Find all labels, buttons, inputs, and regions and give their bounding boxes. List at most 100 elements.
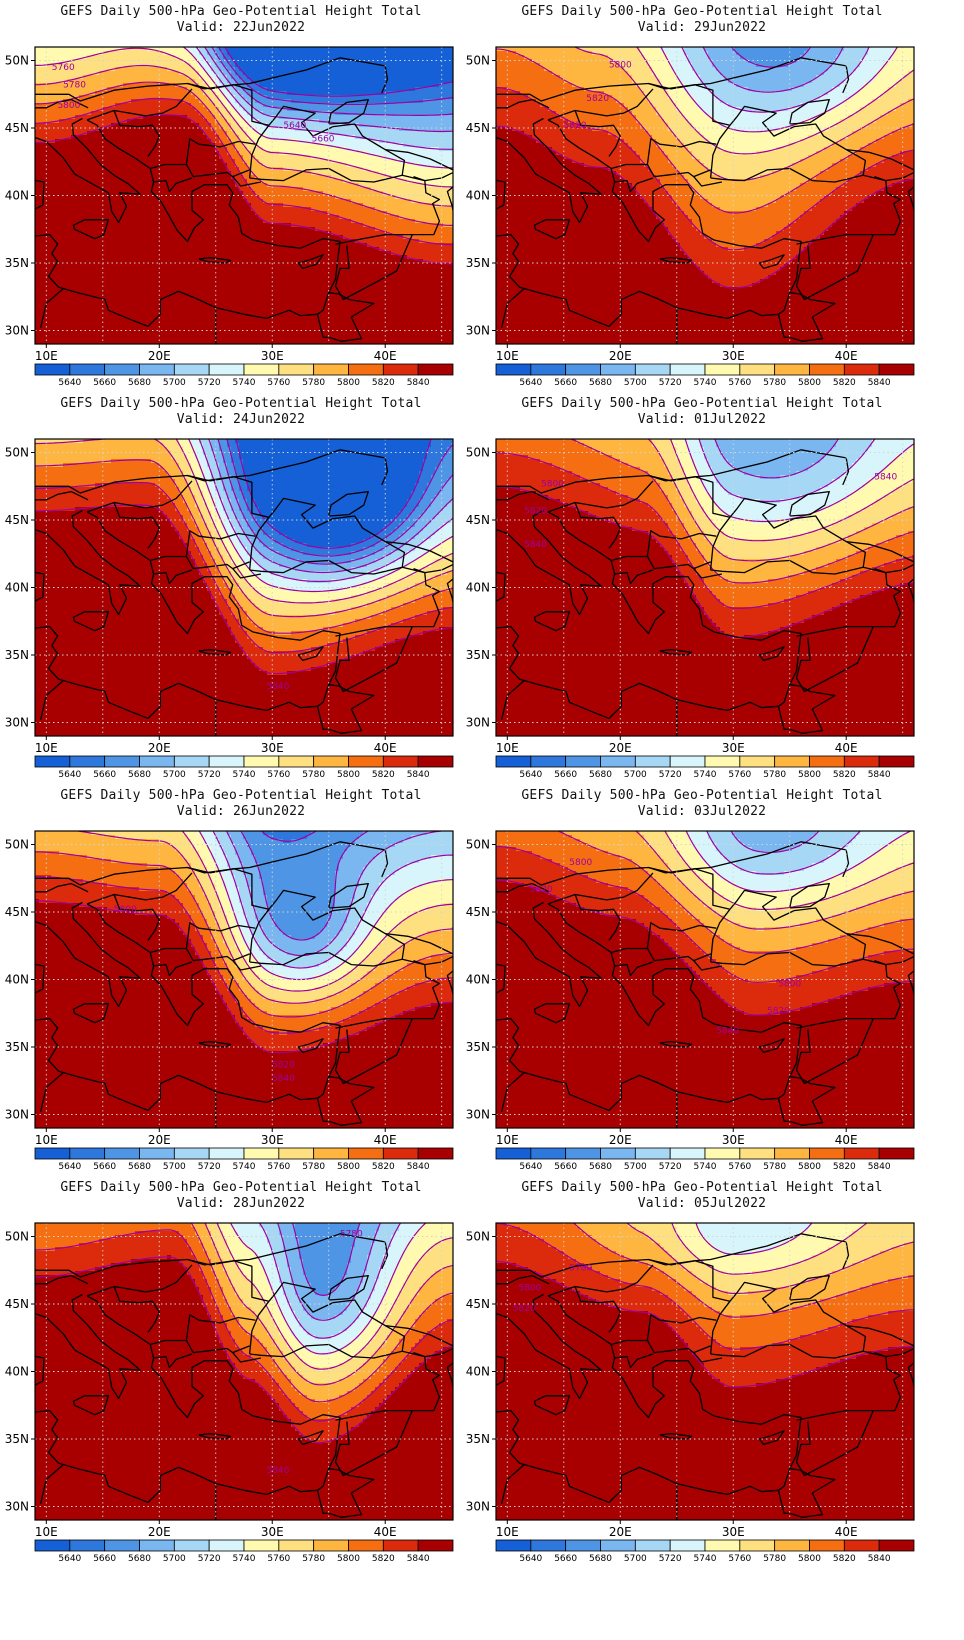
colorbar-label: 5660 (554, 378, 577, 388)
contour-label: 5840 (716, 1027, 739, 1037)
y-tick-label: 45N (466, 513, 490, 527)
colorbar: 5640 5660 5680 5700 5720 5740 5760 5780 5800 5820… (495, 1539, 915, 1564)
y-tick-label: 40N (466, 581, 490, 595)
colorbar-label: 5820 (833, 1162, 856, 1172)
y-tick-label: 40N (466, 1365, 490, 1379)
colorbar-label: 5760 (728, 378, 751, 388)
graticule (496, 439, 914, 736)
x-tick-label: 20E (609, 1525, 632, 1539)
panel-valid-date: Valid: 29Jun2022 (637, 20, 767, 35)
y-tick-label: 30N (466, 1500, 490, 1514)
colorbar-label: 5840 (407, 770, 430, 780)
x-tick-label: 40E (374, 1133, 397, 1147)
x-tick-label: 20E (609, 1133, 632, 1147)
colorbar-swatch (313, 755, 349, 768)
colorbar-swatch (382, 755, 419, 768)
colorbar-swatch (634, 363, 671, 376)
colorbar-label: 5640 (519, 378, 542, 388)
coastlines (496, 57, 914, 344)
y-tick-label: 30N (5, 716, 29, 730)
contour-label: 5800 (778, 979, 801, 989)
colorbar-swatch (600, 1539, 636, 1552)
colorbar-swatch (843, 363, 880, 376)
colorbar-swatch (243, 1539, 280, 1552)
colorbar-label: 5720 (198, 770, 221, 780)
colorbar-swatch (34, 1147, 71, 1160)
colorbar-swatch (809, 1539, 845, 1552)
panel-title: GEFS Daily 500-hPa Geo-Potential Height … (60, 4, 422, 19)
colorbar-swatch (104, 755, 140, 768)
colorbar-label: 5760 (267, 770, 290, 780)
colorbar-swatch (878, 1539, 915, 1552)
colorbar-label: 5660 (93, 378, 116, 388)
x-tick-label: 10E (35, 349, 58, 363)
colorbar-swatch (34, 1539, 71, 1552)
y-tick-label: 40N (5, 189, 29, 203)
colorbar-label: 5660 (554, 770, 577, 780)
colorbar-swatch (104, 1147, 140, 1160)
colorbar-swatch (382, 363, 419, 376)
colorbar-label: 5780 (302, 1554, 325, 1564)
colorbar-swatch (348, 363, 384, 376)
colorbar-swatch (208, 1539, 245, 1552)
x-tick-label: 30E (722, 1525, 745, 1539)
colorbar-label: 5720 (659, 378, 682, 388)
x-tick-label: 20E (148, 1525, 171, 1539)
colorbar-swatch (173, 363, 210, 376)
contour-label: 5820 (586, 94, 609, 104)
contour-label: 5820 (513, 1304, 536, 1314)
colorbar-label: 5840 (868, 378, 891, 388)
colorbar-label: 5640 (58, 1162, 81, 1172)
colorbar-swatch (565, 1147, 601, 1160)
y-tick-label: 50N (466, 838, 490, 852)
panel-title: GEFS Daily 500-hPa Geo-Potential Height … (60, 788, 422, 803)
colorbar-label: 5820 (372, 378, 395, 388)
colorbar-swatch (208, 363, 245, 376)
colorbar-label: 5760 (267, 378, 290, 388)
y-tick-label: 50N (5, 838, 29, 852)
colorbar-swatch (669, 1539, 706, 1552)
panel-title: GEFS Daily 500-hPa Geo-Potential Height … (521, 396, 883, 411)
graticule (35, 1223, 453, 1520)
y-tick-label: 40N (466, 189, 490, 203)
y-tick-label: 45N (466, 1297, 490, 1311)
panel-valid-date: Valid: 22Jun2022 (176, 20, 306, 35)
colorbar-swatch (565, 1539, 601, 1552)
colorbar-swatch (173, 755, 210, 768)
map-area: 5760 5780 5800 5640 5660 (35, 47, 453, 344)
y-tick-label: 35N (5, 256, 29, 270)
colorbar-label: 5700 (624, 378, 647, 388)
colorbar-label: 5680 (128, 1554, 151, 1564)
map-area: 5800 5820 5820 (496, 47, 914, 344)
colorbar-label: 5700 (624, 1554, 647, 1564)
map-panel: GEFS Daily 500-hPa Geo-Potential Height … (0, 784, 482, 1194)
y-tick-label: 35N (466, 1040, 490, 1054)
colorbar-label: 5820 (833, 378, 856, 388)
coastlines (35, 841, 453, 1128)
contour-label: 5800 (541, 479, 564, 489)
colorbar-swatch (809, 1147, 845, 1160)
colorbar-label: 5740 (694, 770, 717, 780)
colorbar-label: 5660 (93, 770, 116, 780)
contour-label: 5820 (524, 506, 547, 516)
colorbar-label: 5740 (694, 1162, 717, 1172)
colorbar-label: 5820 (833, 1554, 856, 1564)
colorbar-label: 5720 (659, 1162, 682, 1172)
graticule (496, 831, 914, 1128)
colorbar-swatch (843, 1147, 880, 1160)
colorbar-label: 5840 (407, 378, 430, 388)
colorbar-swatch (739, 1539, 776, 1552)
y-tick-label: 35N (466, 648, 490, 662)
panel-title: GEFS Daily 500-hPa Geo-Potential Height … (521, 788, 883, 803)
x-tick-label: 20E (609, 349, 632, 363)
y-tick-label: 45N (5, 513, 29, 527)
y-tick-label: 35N (5, 1432, 29, 1446)
x-tick-label: 40E (374, 349, 397, 363)
colorbar-label: 5680 (128, 770, 151, 780)
colorbar-swatch (774, 755, 810, 768)
map-svg: 5800 5820 5840 5840 10E 20E 30E 40E 50N 45N 40N 35N… (466, 438, 915, 780)
colorbar-swatch (495, 755, 532, 768)
y-tick-label: 40N (466, 973, 490, 987)
panel-valid-date: Valid: 24Jun2022 (176, 412, 306, 427)
